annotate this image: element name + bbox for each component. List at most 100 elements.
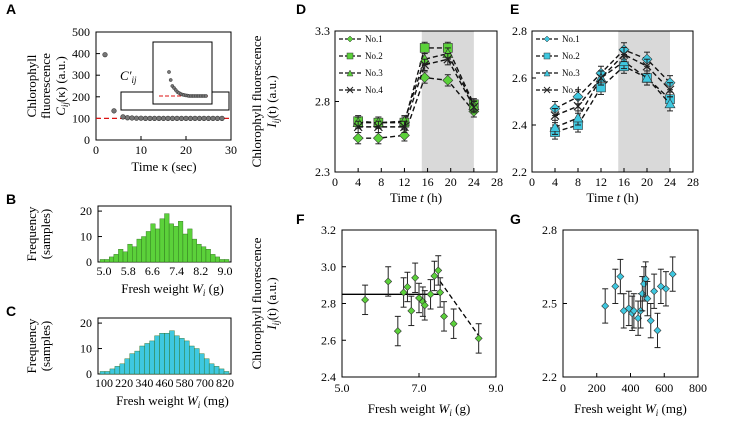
data-point [361, 295, 370, 304]
data-point [403, 283, 412, 291]
histogram-bar [141, 236, 147, 263]
data-marker [642, 61, 652, 71]
histogram-bar [201, 246, 207, 263]
histogram-bar [149, 340, 155, 375]
data-marker [619, 50, 629, 59]
panel-a: A 0 100 200 300 400 500 0 10 20 30 C′ij Chlorophyll f… [6, 1, 237, 174]
data-point [638, 289, 647, 298]
x-tick-label: 220 [115, 376, 133, 390]
inset-point [168, 78, 173, 82]
data-marker [419, 43, 430, 53]
x-tick-label: 600 [655, 381, 673, 395]
series-line [554, 53, 671, 117]
legend-label: No.1 [562, 34, 580, 44]
x-tick-label: 9.0 [218, 264, 233, 278]
x-axis-label: Fresh weight Wi (g) [121, 281, 224, 298]
data-marker [442, 74, 454, 86]
y-tick-label: 3.0 [321, 260, 336, 274]
histogram-bar [129, 353, 135, 375]
data-point [120, 114, 126, 120]
data-point [156, 115, 162, 121]
histogram-bar [191, 238, 197, 263]
x-tick-label: 200 [588, 381, 606, 395]
panel-label-e: E [510, 1, 519, 17]
data-point [601, 302, 610, 310]
x-tick-label: 4 [552, 175, 558, 189]
data-point [653, 326, 662, 335]
x-tick-label: 12 [398, 175, 410, 189]
y-axis-label-line1: Frequency [24, 318, 39, 373]
data-point [210, 115, 216, 121]
x-tick-label: 16 [422, 175, 434, 189]
data-point [411, 273, 420, 282]
panel-f: F 2.4 2.6 2.8 3.0 3.2 5.0 7.0 9.0 Chlorophyll flu… [249, 211, 504, 418]
histogram-bar [144, 343, 150, 375]
data-point [133, 115, 140, 121]
histogram-bar [104, 371, 111, 375]
legend-label: No.4 [365, 85, 383, 95]
data-point [440, 312, 448, 321]
histogram-bar [154, 335, 160, 375]
x-tick-label: 580 [176, 376, 194, 390]
histogram-bar [99, 371, 106, 375]
histogram-bar [187, 228, 193, 263]
data-point [205, 115, 212, 121]
x-tick-label: 8 [575, 175, 581, 189]
x-tick-label: 700 [196, 376, 214, 390]
panel-g-frame [562, 229, 699, 378]
x-axis-label: Fresh weight Wi (mg) [574, 401, 687, 418]
data-point [616, 272, 625, 281]
data-point [624, 304, 633, 313]
data-point [196, 115, 203, 121]
histogram-bar [114, 366, 121, 375]
panel-label-a: A [6, 1, 16, 17]
x-tick-label: 5.0 [97, 264, 112, 278]
histogram-bar [159, 333, 165, 375]
histogram-bar [113, 254, 119, 263]
histogram-bar [139, 345, 145, 375]
data-point [142, 115, 149, 121]
data-marker [596, 73, 606, 83]
x-axis-label: Fresh weight Wi (mg) [116, 393, 229, 410]
histogram-bar [205, 249, 211, 263]
histogram-bar [145, 231, 151, 263]
y-tick-label: 2.8 [321, 297, 336, 311]
histogram-bar [224, 259, 230, 263]
panel-d: D 2.3 2.8 3.3 0 4 8 12 16 20 24 28 No.1 No.2 No.3 No.4 C… [249, 1, 503, 205]
data-marker [664, 98, 676, 109]
legend-marker [346, 86, 354, 94]
x-tick-label: 800 [689, 381, 707, 395]
histogram-bar [159, 218, 165, 263]
y-axis-label-line2: (samples) [38, 209, 53, 260]
histogram-bar [136, 238, 142, 263]
y-tick-label: 10 [80, 230, 92, 244]
inset-label: C′ij [120, 68, 137, 85]
x-tick-label: 7.0 [412, 381, 427, 395]
legend-label: No.2 [365, 51, 383, 61]
data-point [393, 327, 402, 335]
y-tick-label: 500 [72, 25, 90, 39]
data-point [124, 115, 131, 121]
y-tick-label: 300 [72, 68, 90, 82]
panel-e-frame [531, 30, 694, 173]
histogram-bar [155, 228, 161, 263]
y-tick-label: 0 [84, 133, 90, 147]
data-point [187, 115, 194, 121]
y-axis-label-math: Iij(t) (a.u.) [264, 75, 281, 128]
histogram-bar [218, 368, 225, 375]
data-point [219, 115, 225, 121]
histogram-bar [124, 358, 130, 375]
x-tick-label: 28 [491, 175, 503, 189]
histogram-bar [164, 333, 170, 375]
x-axis-label: Time t (h) [586, 190, 638, 205]
y-tick-label: 3.3 [315, 24, 330, 38]
x-tick-label: 20 [180, 143, 192, 157]
y-tick-label: 400 [72, 47, 90, 61]
data-point [668, 270, 677, 279]
data-point [169, 115, 176, 121]
legend-marker [346, 52, 354, 60]
histogram-bar [122, 251, 128, 263]
data-point [407, 306, 416, 315]
y-tick-label: 10 [80, 342, 92, 356]
